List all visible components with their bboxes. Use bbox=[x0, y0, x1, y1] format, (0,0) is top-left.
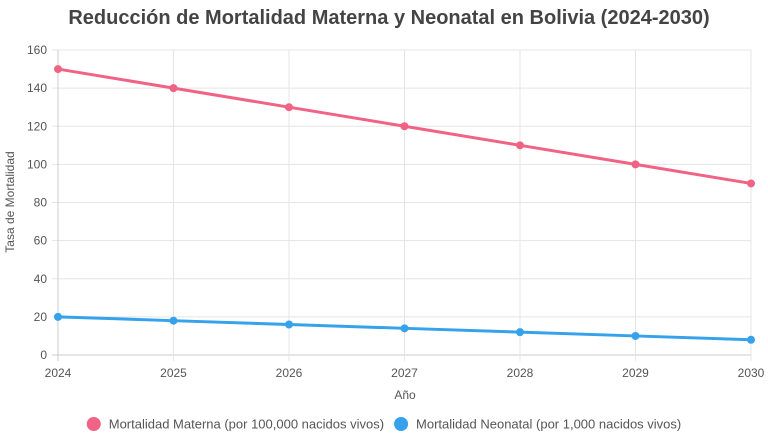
legend-item-1: Mortalidad Materna (por 100,000 nacidos … bbox=[86, 417, 384, 432]
data-point-series-2 bbox=[285, 320, 293, 329]
y-tick-label: 80 bbox=[34, 196, 48, 210]
y-axis-title: Tasa de Mortalidad bbox=[3, 151, 17, 252]
data-point-series-1 bbox=[516, 141, 524, 150]
grid bbox=[52, 49, 752, 361]
y-tick-label: 100 bbox=[27, 157, 47, 171]
data-point-series-1 bbox=[54, 65, 62, 74]
legend-marker bbox=[394, 417, 409, 431]
data-point-series-1 bbox=[747, 179, 755, 188]
y-tick-label: 40 bbox=[34, 272, 48, 286]
y-tick-label: 20 bbox=[34, 310, 48, 324]
data-point-series-2 bbox=[169, 316, 178, 325]
x-tick-label: 2028 bbox=[507, 366, 534, 380]
y-tick-label: 160 bbox=[27, 43, 47, 57]
x-tick-label: 2030 bbox=[738, 366, 765, 380]
data-point-series-1 bbox=[400, 122, 409, 131]
data-point-series-2 bbox=[516, 328, 524, 337]
chart-title: Reducción de Mortalidad Materna y Neonat… bbox=[68, 7, 709, 29]
y-tick-label: 0 bbox=[40, 348, 47, 362]
legend-label: Mortalidad Neonatal (por 1,000 nacidos v… bbox=[416, 417, 681, 432]
x-tick-label: 2024 bbox=[45, 366, 72, 380]
series bbox=[54, 65, 755, 344]
data-point-series-2 bbox=[631, 331, 640, 340]
data-point-series-2 bbox=[747, 335, 755, 344]
y-tick-label: 60 bbox=[34, 234, 48, 248]
data-point-series-2 bbox=[54, 312, 62, 321]
y-tick-label: 120 bbox=[27, 119, 47, 133]
y-tick-label: 140 bbox=[27, 81, 47, 95]
x-tick-label: 2025 bbox=[160, 366, 187, 380]
data-point-series-1 bbox=[631, 160, 640, 169]
legend-marker bbox=[86, 417, 101, 431]
legend: Mortalidad Materna (por 100,000 nacidos … bbox=[86, 417, 681, 432]
x-tick-label: 2027 bbox=[391, 366, 418, 380]
x-tick-label: 2029 bbox=[622, 366, 649, 380]
x-axis-title: Año bbox=[394, 388, 416, 402]
legend-label: Mortalidad Materna (por 100,000 nacidos … bbox=[109, 417, 384, 432]
legend-item-2: Mortalidad Neonatal (por 1,000 nacidos v… bbox=[394, 417, 681, 432]
data-point-series-1 bbox=[169, 84, 178, 93]
axes: 0 20 40 60 80 100 120 140 160 2024 2025 2026 2027 202… bbox=[27, 43, 765, 380]
data-point-series-1 bbox=[285, 103, 293, 112]
x-tick-label: 2026 bbox=[276, 366, 303, 380]
data-point-series-2 bbox=[400, 324, 409, 333]
